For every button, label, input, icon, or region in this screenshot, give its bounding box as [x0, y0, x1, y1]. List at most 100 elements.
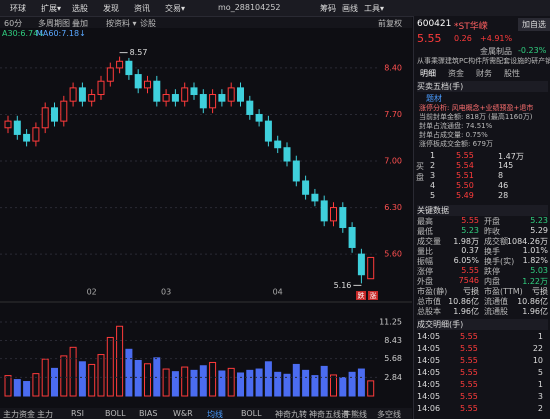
candle-body: [292, 160, 300, 182]
candle-body: [106, 67, 114, 82]
indicator-tab[interactable]: BIAS: [139, 409, 158, 418]
add-watch[interactable]: 加自选: [518, 18, 550, 31]
candle-body: [78, 87, 86, 102]
toolbar-right[interactable]: 前复权: [378, 19, 402, 28]
y-tick-label: 7.70: [384, 110, 402, 119]
candle-body: [302, 180, 310, 195]
indicator-tab[interactable]: 均线: [207, 410, 223, 419]
key-label: 振幅: [417, 257, 433, 266]
key-label: 流通值: [484, 297, 508, 306]
trade-cell: 14:05: [417, 380, 441, 389]
toolbar-item[interactable]: 多周期图: [38, 19, 70, 28]
volume-bar: [32, 373, 40, 397]
candle-body: [97, 80, 105, 96]
indicator-tab[interactable]: RSI: [71, 409, 84, 418]
volume-bar: [4, 375, 12, 397]
volume-bar: [367, 380, 375, 397]
indicator-tab[interactable]: 主力: [37, 410, 53, 419]
key-value: 5.55: [461, 216, 479, 225]
volume-bar: [348, 371, 356, 397]
volume-bar: [227, 367, 235, 397]
candle-body: [367, 256, 375, 280]
x-tick-label: 04: [273, 288, 283, 297]
bottom-tabs: 主力资金 主力 RSI BOLL BIAS W&R 均线 BOLL 神奇九转 神奇五线谱 牛熊线 多空…: [0, 408, 412, 419]
trade-cell: 1: [537, 380, 543, 389]
tool[interactable]: 画线: [342, 4, 358, 13]
candle-body: [134, 74, 142, 89]
price: 5.55: [417, 32, 442, 45]
toolbar-item[interactable]: 按资料 ▾: [106, 19, 137, 28]
key-label: 跌停: [484, 267, 500, 276]
badge-bg: [368, 291, 378, 300]
menu-item[interactable]: 环球: [10, 4, 26, 13]
panel-tab[interactable]: 股性: [504, 69, 520, 78]
toolbar-item[interactable]: 叠加: [72, 19, 88, 28]
section-title: 关键数据: [417, 205, 548, 216]
menu-item[interactable]: 发现: [103, 4, 119, 13]
section-title: 成交明细(手): [417, 319, 548, 330]
tool[interactable]: 筹码: [320, 4, 336, 13]
key-label: 涨停: [417, 267, 433, 276]
trade-cell: 5.55: [460, 368, 478, 377]
menu-item[interactable]: 资讯: [134, 4, 150, 13]
candle-body: [125, 60, 133, 76]
key-value: 5.23: [530, 216, 548, 225]
indicator-tab[interactable]: BOLL: [105, 409, 126, 418]
key-value: 6.05%: [453, 256, 479, 265]
x-tick-label: 03: [161, 288, 171, 297]
stock-name: *ST华嵘: [454, 22, 488, 32]
toolbar-item[interactable]: 诊股: [140, 19, 156, 28]
volume-bar: [237, 372, 244, 397]
indicator-tab[interactable]: 神奇五线谱: [309, 410, 349, 419]
panel-tab[interactable]: 明细: [420, 69, 436, 78]
key-label: 市盈(静): [417, 287, 448, 296]
limit-info: 封单占流通盘: 74.51%: [419, 122, 493, 130]
key-label: 内盘: [484, 277, 500, 286]
indicator-tab[interactable]: 牛熊线: [343, 410, 367, 419]
candle-body: [162, 94, 170, 102]
volume-bar: [125, 348, 133, 397]
candle-body: [13, 120, 21, 135]
candle-body: [51, 107, 58, 122]
candle-body: [264, 120, 272, 142]
candle-body: [116, 60, 124, 69]
menu-item[interactable]: 扩展▾: [41, 4, 62, 13]
volume-bar: [51, 367, 58, 397]
trade-cell: 14:05: [417, 332, 441, 341]
extreme-label: 8.57: [130, 48, 148, 57]
key-label: 成交额: [484, 237, 508, 246]
indicator-tab[interactable]: 多空线: [377, 410, 401, 419]
toolbar-item[interactable]: 60分: [4, 19, 23, 28]
bid-cell: 1: [430, 151, 436, 160]
key-value: 1.96亿: [522, 307, 548, 316]
panel-tab[interactable]: 财务: [476, 69, 492, 78]
key-value: 亏损: [532, 287, 548, 296]
volume-bar: [283, 373, 291, 397]
user-name[interactable]: mo_288104252: [218, 3, 281, 12]
key-label: 总股本: [417, 307, 441, 316]
volume-bar: [181, 366, 189, 397]
key-value: 5.23: [461, 226, 479, 235]
indicator-tab[interactable]: 神奇九转: [275, 410, 307, 419]
bid-cell: 5.54: [456, 161, 474, 170]
volume-bar: [330, 374, 337, 397]
menu-item[interactable]: 选股: [72, 4, 88, 13]
volume-tick-label: 11.25: [379, 318, 402, 327]
volume-bar: [264, 361, 272, 397]
indicator-tab[interactable]: BOLL: [241, 409, 262, 418]
key-value: 1084.26万: [506, 237, 548, 246]
key-value: 1.01%: [522, 246, 548, 255]
menu-item[interactable]: 交易▾: [165, 4, 186, 13]
trade-cell: 5.55: [460, 380, 478, 389]
tool[interactable]: 工具▾: [364, 4, 385, 13]
candle-body: [357, 253, 365, 276]
toolbar: 60分 多周期图 叠加 按资料 ▾ 诊股 前复权: [0, 17, 412, 28]
bid-cell: 2: [430, 161, 436, 170]
indicator-tab[interactable]: W&R: [173, 409, 193, 418]
candle-body: [171, 94, 179, 102]
indicator-tab[interactable]: 主力资金: [3, 410, 35, 419]
candle-body: [246, 100, 254, 115]
badge: 跌: [358, 291, 365, 300]
volume-bar: [199, 365, 207, 397]
panel-tab[interactable]: 资金: [448, 69, 464, 78]
